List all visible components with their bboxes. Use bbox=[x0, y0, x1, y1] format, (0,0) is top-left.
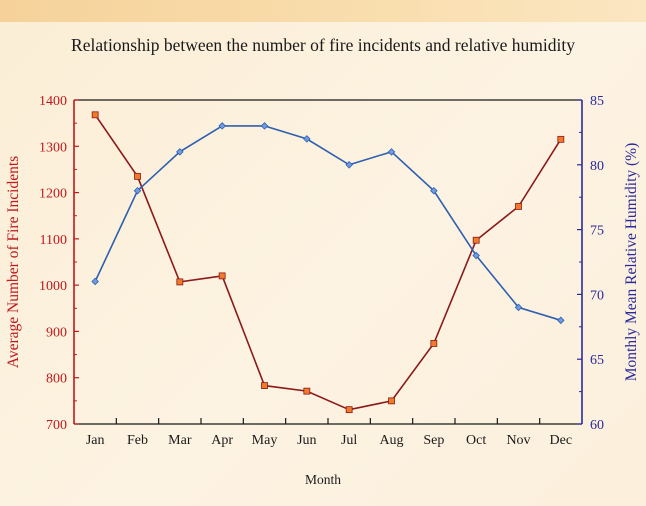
right-tick-label: 65 bbox=[590, 353, 604, 368]
left-tick-label: 700 bbox=[46, 418, 67, 433]
x-tick-label: Sep bbox=[423, 433, 444, 448]
x-tick-label: Apr bbox=[211, 433, 233, 448]
left-tick-label: 1400 bbox=[39, 94, 67, 109]
fire-incidents-point bbox=[557, 135, 565, 143]
humidity-point bbox=[514, 303, 523, 312]
header-band bbox=[0, 0, 646, 22]
humidity-point bbox=[91, 277, 99, 286]
humidity-point bbox=[218, 122, 226, 130]
x-axis-title: Month bbox=[305, 472, 341, 487]
left-tick-label: 1100 bbox=[40, 233, 67, 248]
x-tick-label: Feb bbox=[127, 433, 148, 448]
left-tick-label: 1000 bbox=[39, 279, 67, 294]
left-tick-label: 1300 bbox=[39, 140, 67, 155]
right-y-axis-title: Monthly Mean Relative Humidity (%) bbox=[623, 143, 640, 382]
fire-incidents-point bbox=[176, 278, 184, 286]
series-line-right bbox=[94, 125, 562, 322]
x-tick-label: Jan bbox=[86, 433, 105, 448]
right-tick-label: 70 bbox=[590, 288, 604, 303]
fire-incidents-point bbox=[472, 236, 480, 244]
x-tick-label: Oct bbox=[466, 433, 486, 448]
x-tick-label: Jun bbox=[297, 433, 316, 448]
fire-incidents-point bbox=[134, 172, 141, 180]
humidity-point bbox=[345, 161, 353, 169]
right-tick-label: 80 bbox=[590, 159, 604, 174]
humidity-point bbox=[472, 251, 480, 260]
fire-incidents-point bbox=[218, 272, 226, 280]
left-tick-label: 1200 bbox=[39, 187, 67, 202]
humidity-point bbox=[557, 316, 565, 325]
x-tick-label: Nov bbox=[506, 433, 530, 448]
fire-incidents-point bbox=[388, 397, 395, 405]
left-y-axis-title: Average Number of Fire Incidents bbox=[5, 156, 22, 368]
fire-incidents-point bbox=[430, 340, 438, 347]
series-line-left bbox=[94, 114, 562, 411]
chart-title: Relationship between the number of fire … bbox=[71, 35, 575, 55]
fire-incidents-point bbox=[261, 382, 268, 389]
fire-incidents-point bbox=[91, 111, 99, 119]
right-tick-label: 85 bbox=[590, 94, 604, 109]
humidity-point bbox=[303, 135, 311, 143]
humidity-point bbox=[260, 122, 269, 130]
fire-incidents-point bbox=[515, 203, 522, 210]
x-tick-label: May bbox=[252, 433, 278, 448]
x-tick-label: Mar bbox=[168, 433, 192, 448]
humidity-point bbox=[430, 186, 438, 195]
humidity-point bbox=[176, 148, 184, 156]
humidity-point bbox=[133, 186, 142, 195]
right-tick-label: 75 bbox=[590, 224, 604, 239]
x-tick-label: Dec bbox=[550, 433, 573, 448]
x-tick-label: Aug bbox=[379, 433, 403, 448]
right-tick-label: 60 bbox=[590, 418, 604, 433]
fire-incidents-point bbox=[345, 406, 353, 414]
humidity-point bbox=[387, 148, 396, 156]
left-tick-label: 800 bbox=[46, 372, 67, 387]
x-tick-label: Jul bbox=[341, 433, 357, 448]
left-tick-label: 900 bbox=[46, 325, 67, 340]
fire-incidents-point bbox=[303, 387, 311, 395]
